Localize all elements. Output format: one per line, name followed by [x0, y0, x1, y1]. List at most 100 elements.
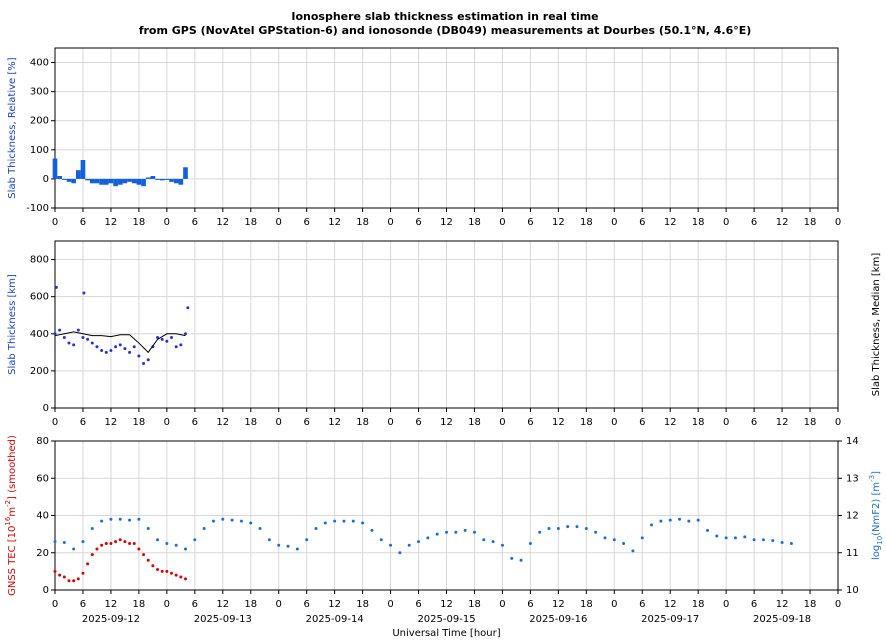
data-point — [743, 535, 747, 539]
x-tick-label: 12 — [105, 217, 118, 228]
x-tick-label: 12 — [105, 417, 118, 428]
data-point — [230, 518, 234, 522]
x-tick-label: 18 — [580, 217, 593, 228]
data-point — [62, 575, 66, 579]
data-point — [435, 532, 439, 536]
x-tick-label: 0 — [387, 417, 393, 428]
data-point — [528, 541, 532, 545]
bar — [108, 178, 114, 184]
date-label: 2025-09-16 — [529, 614, 587, 625]
x-tick-label: 18 — [468, 599, 481, 610]
plot-frame — [54, 47, 839, 209]
x-tick-label: 6 — [639, 599, 645, 610]
data-point — [156, 568, 160, 572]
y2-tick-label: 14 — [846, 436, 859, 447]
data-point — [678, 517, 682, 521]
x-tick-label: 0 — [835, 599, 841, 610]
bar — [155, 178, 160, 180]
y-axis-label-part: GNSS TEC [10 — [7, 526, 18, 596]
data-point — [170, 335, 174, 339]
data-point — [612, 538, 616, 542]
x-tick-label: 12 — [552, 217, 565, 228]
y-axis-label-part: Slab Thickness, Relative [%] — [7, 57, 18, 198]
y-tick-label: 0 — [43, 585, 49, 596]
data-point — [76, 577, 80, 581]
x-tick-label: 0 — [52, 417, 58, 428]
data-point — [417, 540, 421, 544]
y-axis-label: Slab Thickness, Relative [%] — [7, 57, 18, 198]
y-tick-label: 80 — [36, 436, 49, 447]
data-point — [170, 571, 174, 575]
y2-axis-label-part: 10 — [876, 536, 884, 545]
bar — [131, 178, 137, 184]
y-axis-label-part: ] (smoothed) — [7, 435, 18, 500]
data-point — [659, 519, 663, 523]
bar — [141, 178, 146, 187]
bar — [183, 167, 188, 179]
y-tick-label: 200 — [30, 366, 49, 377]
data-point — [156, 335, 160, 339]
data-point — [771, 539, 775, 543]
data-point — [100, 519, 104, 523]
y-axis-label-part: m — [7, 507, 18, 517]
bar — [80, 160, 86, 179]
data-point — [482, 538, 486, 542]
data-point — [104, 350, 108, 354]
bar — [117, 178, 123, 185]
x-tick-label: 6 — [639, 417, 645, 428]
data-point — [58, 573, 62, 577]
x-tick-label: 6 — [415, 217, 421, 228]
x-tick-label: 12 — [776, 417, 789, 428]
x-tick-label: 0 — [387, 599, 393, 610]
data-point — [128, 541, 132, 545]
x-tick-label: 0 — [387, 217, 393, 228]
data-point — [342, 519, 346, 523]
data-point — [142, 361, 146, 365]
data-point — [370, 528, 374, 532]
x-tick-label: 12 — [105, 599, 118, 610]
data-point — [184, 332, 187, 336]
data-point — [295, 547, 299, 551]
data-point — [132, 345, 136, 349]
data-point — [156, 538, 160, 542]
data-point — [109, 517, 113, 521]
x-tick-label: 18 — [356, 417, 369, 428]
x-tick-label: 12 — [328, 217, 341, 228]
y2-axis-label-part: ] — [871, 471, 882, 475]
bar — [122, 178, 128, 184]
x-tick-label: 18 — [356, 599, 369, 610]
data-point — [114, 345, 118, 349]
data-point — [142, 553, 146, 557]
data-point — [211, 519, 215, 523]
x-tick-label: 12 — [216, 599, 229, 610]
x-tick-label: 0 — [611, 599, 617, 610]
x-tick-label: 0 — [723, 417, 729, 428]
data-point — [100, 543, 104, 547]
x-tick-label: 12 — [664, 217, 677, 228]
bar — [159, 178, 165, 181]
data-point — [146, 527, 150, 531]
x-tick-label: 6 — [415, 599, 421, 610]
data-point — [789, 541, 793, 545]
data-point — [668, 518, 672, 522]
bar — [136, 178, 142, 185]
data-point — [118, 538, 122, 542]
x-tick-label: 12 — [664, 417, 677, 428]
data-point — [67, 341, 71, 345]
x-tick-label: 18 — [468, 417, 481, 428]
date-label: 2025-09-12 — [82, 614, 140, 625]
y-tick-label: -100 — [26, 203, 49, 214]
data-point — [538, 530, 542, 534]
x-tick-label: 18 — [804, 217, 817, 228]
x-tick-label: 12 — [664, 599, 677, 610]
x-tick-label: 6 — [303, 417, 309, 428]
plot-frame — [54, 440, 839, 591]
data-point — [174, 573, 178, 577]
x-tick-label: 6 — [80, 217, 86, 228]
data-point — [556, 527, 560, 531]
data-point — [53, 540, 57, 544]
y-tick-label: 40 — [36, 511, 49, 522]
data-point — [81, 571, 85, 575]
data-point — [81, 335, 85, 339]
x-tick-label: 0 — [499, 217, 505, 228]
